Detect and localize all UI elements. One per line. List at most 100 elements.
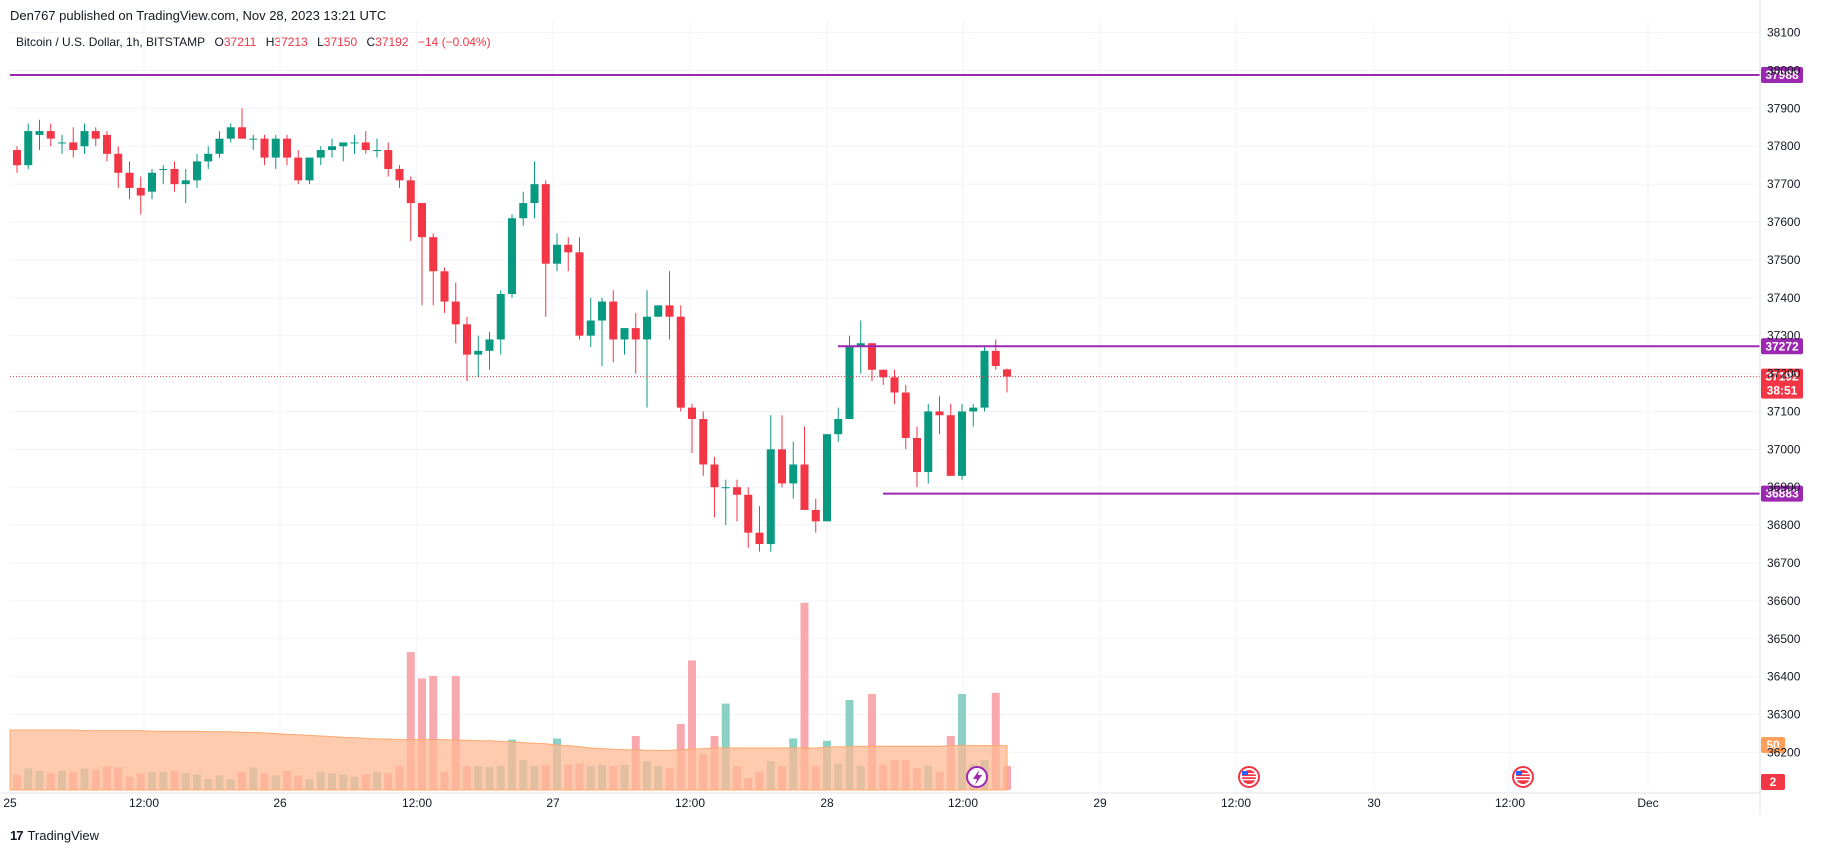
candle-body [541,184,550,264]
candle-body [418,203,426,238]
volume-bar [721,703,730,790]
us-flag-event-icon [1238,766,1260,788]
candle-body [868,343,876,370]
candle-body [980,350,989,408]
last-price-tag [1761,368,1803,399]
time-tick-label: 12:00 [675,796,705,810]
candle-body [609,301,618,340]
candle-body [991,350,1000,366]
event-layer [966,766,1534,788]
candle-body [879,369,888,378]
candle-body [710,464,719,488]
time-tick-label: 26 [273,796,287,810]
candle-body [271,138,280,158]
countdown-label: 38:51 [1767,384,1798,398]
close-value: 37192 [375,35,409,49]
candle-body [339,142,348,147]
axis-layer: 38100 38000 37900 37800 37700 37600 37500 37400… [0,0,1801,815]
candle-body [328,146,336,151]
time-tick-label: 29 [1093,796,1107,810]
price-tick-label: 37300 [1767,329,1801,343]
lightning-icon-bolt [973,770,982,785]
candle-body [193,161,201,181]
price-tick-label: 38100 [1767,26,1801,40]
candle-body [485,339,494,351]
candle-body [744,494,753,533]
candle-body [305,157,314,181]
last-price-label: 37192 [1765,370,1799,384]
candle-body [766,449,775,545]
candle-body [69,142,78,151]
flag-icon-stripe [1242,776,1256,778]
volume-bar [451,676,460,790]
price-tick-label: 37100 [1767,404,1801,418]
candle-body [935,411,944,416]
flag-icon-canton [1242,771,1248,775]
candle-body [676,316,685,408]
high-value: 37213 [274,35,308,49]
volume-tag [1761,774,1785,790]
time-tick-label: 28 [820,796,834,810]
grid [10,20,1760,790]
level-tag-label: 37988 [1765,68,1799,82]
candle-body [58,142,66,144]
price-tick-label: 37200 [1767,367,1801,381]
candle-body [260,138,269,158]
candle-body [35,131,44,135]
candle-body [238,127,246,139]
tradingview-logo-icon: 17 [10,828,24,843]
open-label: O [214,35,224,49]
level-tag [1761,485,1803,502]
volume-bar [991,692,1000,790]
candle-body [823,434,831,522]
candle-body [834,419,843,435]
candle-body [721,487,730,489]
time-tick-label: 12:00 [1221,796,1251,810]
price-tick-label: 37000 [1767,442,1801,456]
candle-body [755,532,764,545]
flag-icon-stripe [1516,779,1530,781]
candle-body [46,131,55,139]
candle-body [350,142,359,144]
volume-bar [958,694,966,790]
low-label: L [317,35,324,49]
volume-ma-tag [1761,737,1785,753]
candle-body [789,464,798,484]
candle-body [429,237,438,272]
flag-icon-stripe [1242,773,1256,775]
price-tick-label: 37400 [1767,291,1801,305]
volume-bar [868,694,876,790]
candle-body [91,131,100,139]
candle-body [924,411,933,473]
volume-bar [418,678,426,790]
candle-body [474,350,483,355]
time-tick-label: 12:00 [129,796,159,810]
volume-ma-tag-label: 50 [1766,738,1780,752]
price-tick-label: 36900 [1767,480,1801,494]
candle-layer [13,108,1011,552]
candle-body [80,131,89,147]
volume-bar [406,652,415,790]
time-tick-label: 27 [546,796,560,810]
candle-body [586,320,595,336]
price-tick-label: 37500 [1767,253,1801,267]
candle-body [901,392,910,438]
flag-icon-stripe [1242,779,1256,781]
candle-body [181,180,190,185]
candle-body [395,168,404,181]
candle-body [283,138,291,158]
volume-bar [800,602,809,790]
candle-body [575,252,584,336]
candle-body [294,157,303,181]
us-flag-event-icon [1512,766,1534,788]
volume-ma-area [9,729,1008,791]
candle-body [159,168,168,170]
candle-body [373,150,381,152]
price-tick-label: 37900 [1767,101,1801,115]
candle-body [856,343,865,348]
high-label: H [265,35,275,49]
candle-body [564,244,573,253]
candle-body [778,449,786,484]
candle-body [946,415,955,476]
